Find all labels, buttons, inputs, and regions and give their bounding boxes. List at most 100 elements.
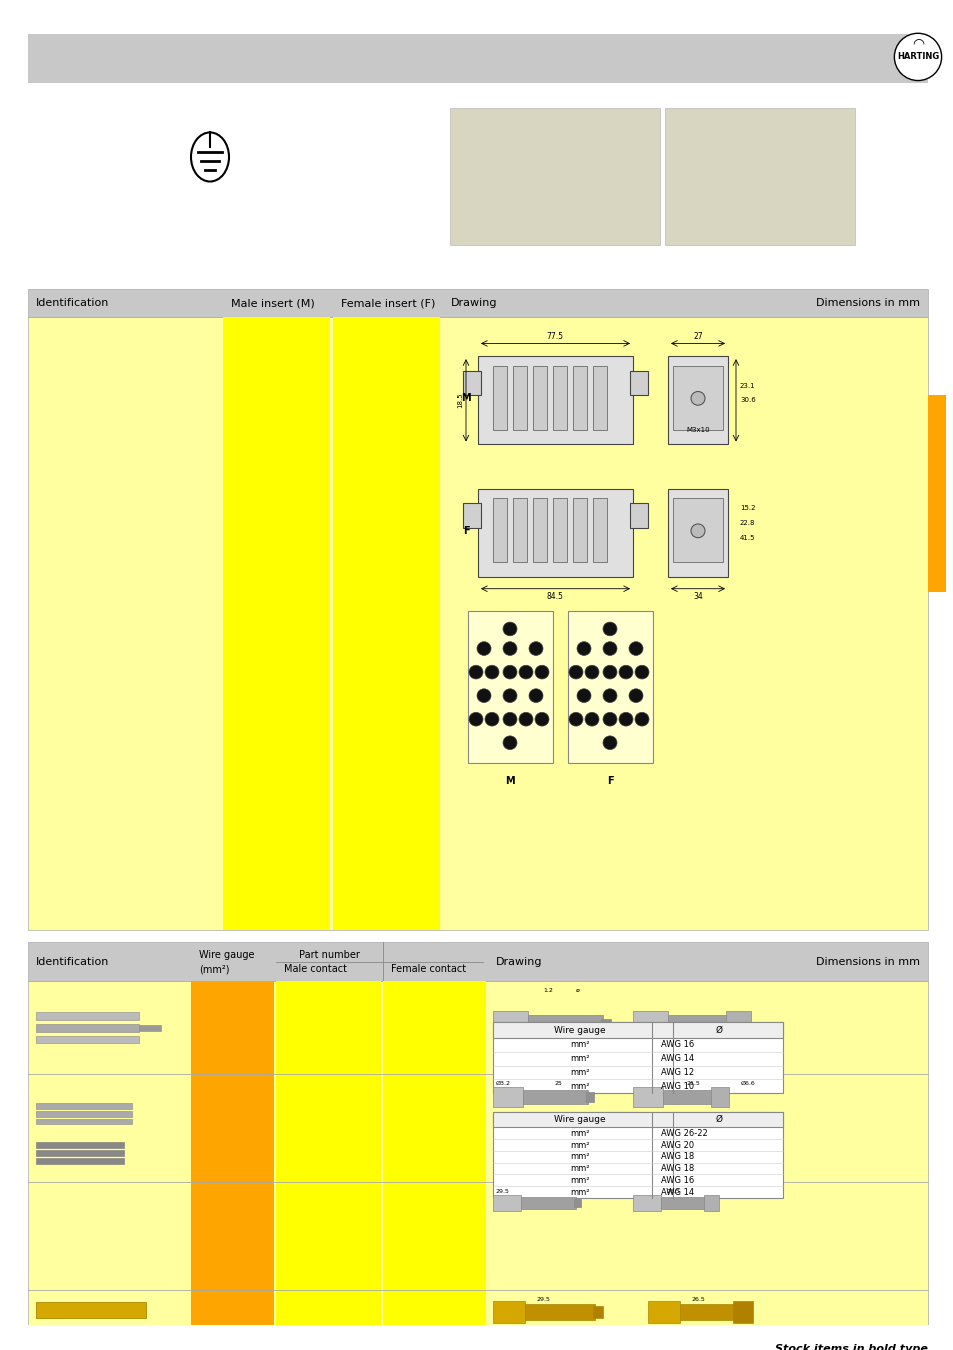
Circle shape xyxy=(535,713,548,726)
Circle shape xyxy=(602,713,617,726)
Bar xyxy=(593,366,606,429)
Bar xyxy=(513,366,526,429)
Text: Dimensions in mm: Dimensions in mm xyxy=(815,957,919,967)
Bar xyxy=(513,498,526,562)
Bar xyxy=(667,356,727,444)
Text: Drawing: Drawing xyxy=(496,957,542,967)
Text: Ø: Ø xyxy=(715,1115,722,1125)
Text: AWG 14: AWG 14 xyxy=(660,1054,694,1064)
Circle shape xyxy=(535,666,548,679)
Bar xyxy=(732,1301,752,1323)
Text: Part number: Part number xyxy=(298,949,359,960)
Circle shape xyxy=(690,524,704,537)
Circle shape xyxy=(484,666,498,679)
Circle shape xyxy=(618,666,633,679)
Bar xyxy=(710,1087,728,1107)
Circle shape xyxy=(568,713,582,726)
Bar xyxy=(477,489,633,576)
Bar xyxy=(522,1089,587,1104)
Bar xyxy=(382,981,485,1330)
Circle shape xyxy=(690,392,704,405)
Text: 1.2: 1.2 xyxy=(542,988,553,994)
Text: AWG 14: AWG 14 xyxy=(660,1188,694,1196)
Bar xyxy=(36,1142,124,1148)
Circle shape xyxy=(618,713,633,726)
Bar xyxy=(647,1301,679,1323)
Bar xyxy=(36,1301,146,1318)
Bar xyxy=(593,498,606,562)
Text: AWG 18: AWG 18 xyxy=(660,1153,694,1161)
Bar xyxy=(28,981,927,1330)
Bar xyxy=(191,981,274,1330)
Text: 34: 34 xyxy=(693,591,702,601)
Text: AWG 16: AWG 16 xyxy=(660,1176,694,1185)
Bar xyxy=(462,371,480,396)
Text: Identification: Identification xyxy=(36,298,110,308)
Text: 29.5: 29.5 xyxy=(536,1297,549,1303)
Text: Ø6.6: Ø6.6 xyxy=(740,1081,755,1087)
Text: mm²: mm² xyxy=(570,1041,589,1049)
Text: mm²: mm² xyxy=(570,1129,589,1138)
Bar xyxy=(36,1035,139,1044)
Bar xyxy=(493,498,506,562)
Bar xyxy=(725,1011,750,1045)
Text: mm²: mm² xyxy=(570,1188,589,1196)
Bar xyxy=(662,1089,712,1104)
Circle shape xyxy=(577,688,590,702)
Bar xyxy=(28,34,927,84)
Text: Female contact: Female contact xyxy=(391,964,466,975)
Bar xyxy=(28,942,927,981)
Text: M: M xyxy=(460,393,471,404)
Circle shape xyxy=(469,713,482,726)
Bar xyxy=(679,1304,734,1320)
Bar xyxy=(672,366,722,429)
Text: 29.5: 29.5 xyxy=(496,1189,509,1195)
Text: Drawing: Drawing xyxy=(451,298,497,308)
Text: mm²: mm² xyxy=(570,1054,589,1064)
Bar xyxy=(493,1111,782,1127)
Text: AWG 16: AWG 16 xyxy=(660,1041,694,1049)
Bar xyxy=(223,317,330,930)
Circle shape xyxy=(469,666,482,679)
Text: 22.8: 22.8 xyxy=(740,520,755,526)
Bar xyxy=(450,108,659,246)
Text: 25: 25 xyxy=(554,1081,561,1087)
Bar xyxy=(36,1119,132,1125)
Bar xyxy=(664,108,854,246)
Bar xyxy=(36,1111,132,1116)
Bar xyxy=(28,317,927,930)
Text: 41.5: 41.5 xyxy=(740,535,755,541)
Bar xyxy=(533,366,546,429)
Text: Wire gauge: Wire gauge xyxy=(199,949,254,960)
Bar xyxy=(600,1019,610,1037)
Circle shape xyxy=(502,713,517,726)
Text: 23.1: 23.1 xyxy=(740,382,755,389)
Text: Stock items in bold type: Stock items in bold type xyxy=(774,1345,927,1350)
Text: mm²: mm² xyxy=(570,1176,589,1185)
Bar xyxy=(493,1022,782,1038)
Bar xyxy=(36,1158,124,1164)
Bar xyxy=(493,1022,782,1094)
Circle shape xyxy=(502,688,517,702)
Bar xyxy=(573,366,586,429)
Bar xyxy=(633,1195,660,1211)
Text: Wire gauge: Wire gauge xyxy=(554,1026,605,1034)
Text: Dimensions in mm: Dimensions in mm xyxy=(815,298,919,308)
Bar xyxy=(524,1304,595,1320)
Bar xyxy=(703,1195,719,1211)
Bar xyxy=(493,1111,782,1197)
Text: M3x10: M3x10 xyxy=(685,427,709,433)
Text: AWG 18: AWG 18 xyxy=(660,1164,694,1173)
Bar xyxy=(36,1012,139,1021)
Circle shape xyxy=(476,688,491,702)
Bar xyxy=(574,1199,580,1207)
Text: 77.5: 77.5 xyxy=(546,332,563,342)
Circle shape xyxy=(502,736,517,749)
Circle shape xyxy=(518,713,533,726)
Bar xyxy=(139,1025,161,1031)
Bar xyxy=(477,356,633,444)
Text: AWG 26-22: AWG 26-22 xyxy=(660,1129,707,1138)
Text: HARTING: HARTING xyxy=(896,53,938,61)
Bar xyxy=(629,371,647,396)
Bar xyxy=(629,504,647,528)
